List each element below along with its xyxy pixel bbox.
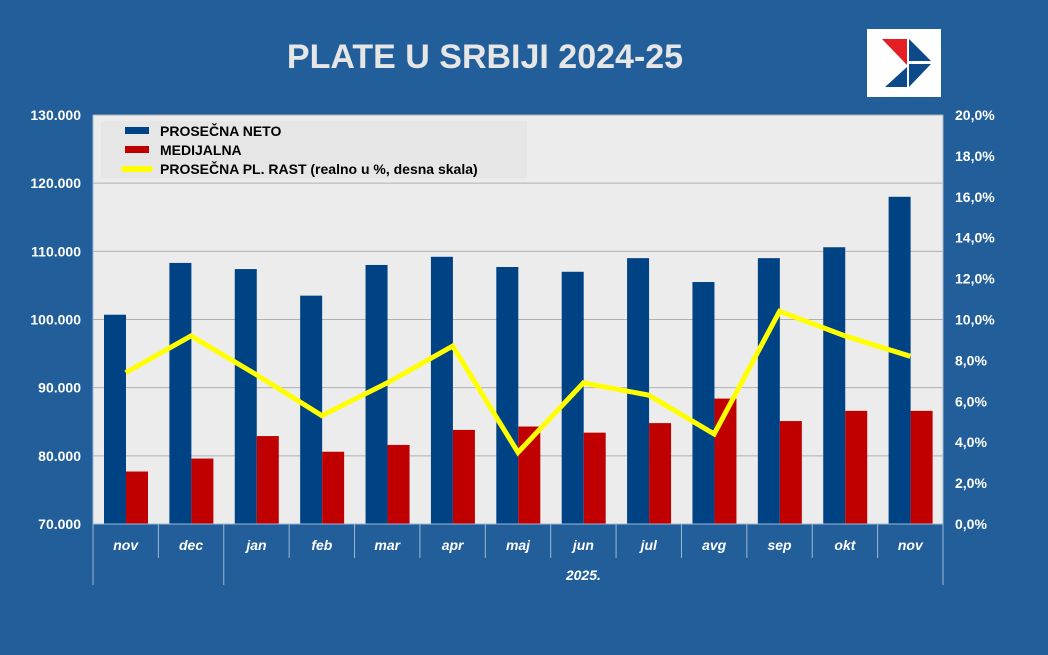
right-tick-label: 12,0% [955, 271, 995, 287]
category-label: jan [244, 537, 266, 553]
category-label: mar [374, 537, 401, 553]
bar-medijalna [126, 471, 148, 524]
logo [867, 29, 941, 97]
category-label: nov [898, 537, 924, 553]
bar-medijalna [779, 421, 802, 524]
bar-prosecna-neto [169, 262, 192, 524]
bar-medijalna [714, 398, 737, 524]
legend-label: PROSEČNA NETO [160, 122, 281, 139]
left-tick-label: 80.000 [38, 448, 81, 464]
right-tick-label: 2,0% [955, 475, 987, 491]
bar-medijalna [256, 436, 279, 524]
left-tick-label: 120.000 [30, 175, 81, 191]
chart-title: PLATE U SRBIJI 2024-25 [286, 38, 684, 76]
category-label: okt [834, 537, 856, 553]
right-tick-label: 16,0% [955, 189, 995, 205]
logo-arrow-icon [882, 39, 931, 87]
bar-medijalna [191, 458, 214, 524]
year-label: 2025. [565, 567, 601, 583]
category-label: jul [639, 537, 658, 553]
bar-prosecna-neto [496, 267, 519, 524]
right-tick-label: 14,0% [955, 230, 995, 246]
right-tick-label: 4,0% [955, 434, 987, 450]
bar-medijalna [387, 444, 410, 524]
bar-prosecna-neto [823, 247, 846, 524]
left-tick-label: 90.000 [38, 380, 81, 396]
category-label: dec [179, 537, 203, 553]
bar-prosecna-neto [104, 314, 126, 524]
category-label: maj [506, 537, 531, 553]
legend-swatch [125, 127, 149, 134]
right-tick-label: 6,0% [955, 393, 987, 409]
category-label: jun [571, 537, 594, 553]
legend-label: PROSEČNA PL. RAST (realno u %, desna ska… [160, 160, 478, 177]
left-tick-label: 130.000 [30, 107, 81, 123]
legend-label: MEDIJALNA [160, 142, 242, 158]
right-tick-label: 0,0% [955, 516, 987, 532]
line-prosecna-rast [124, 308, 912, 457]
bar-prosecna-neto [692, 282, 715, 524]
right-tick-label: 20,0% [955, 107, 995, 123]
bar-medijalna [518, 426, 541, 524]
bar-medijalna [583, 432, 606, 524]
category-label: apr [442, 537, 465, 553]
left-tick-label: 70.000 [38, 516, 81, 532]
bar-medijalna [910, 410, 933, 524]
bar-prosecna-neto [757, 258, 780, 524]
bar-prosecna-neto [430, 256, 453, 524]
category-label: avg [702, 537, 727, 553]
category-label: nov [113, 537, 139, 553]
left-tick-label: 100.000 [30, 312, 81, 328]
bar-medijalna [322, 451, 345, 524]
bar-medijalna [845, 410, 868, 524]
right-tick-label: 18,0% [955, 148, 995, 164]
legend: PROSEČNA NETO MEDIJALNA PROSEČNA PL. RAST … [101, 121, 527, 178]
bar-prosecna-neto [365, 264, 388, 524]
right-tick-label: 8,0% [955, 352, 987, 368]
category-label: feb [311, 537, 332, 553]
legend-box [101, 121, 527, 178]
category-label: sep [767, 537, 792, 553]
right-tick-label: 10,0% [955, 312, 995, 328]
left-tick-label: 110.000 [31, 243, 81, 259]
legend-swatch [125, 146, 149, 153]
bar-prosecna-neto [234, 269, 257, 524]
bar-medijalna [452, 429, 475, 524]
bar-medijalna [649, 423, 672, 524]
bar-prosecna-neto [888, 196, 911, 525]
